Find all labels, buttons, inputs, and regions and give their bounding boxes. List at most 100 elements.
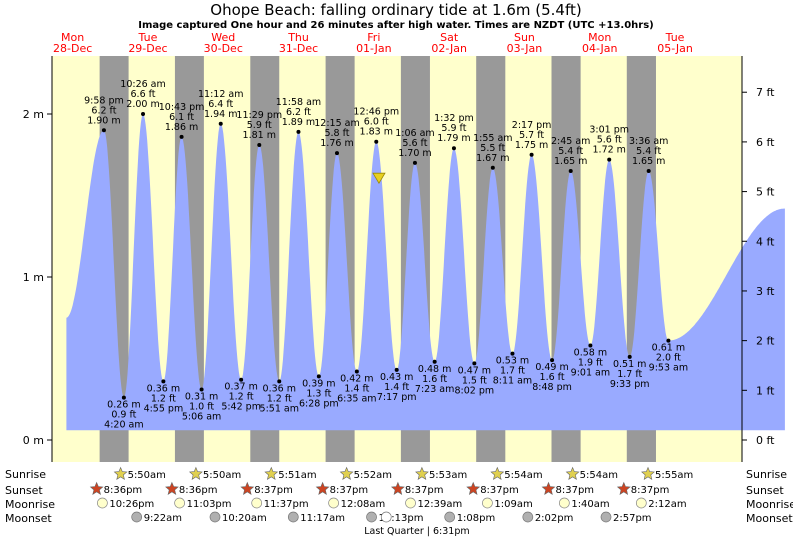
sunrise-icon xyxy=(641,466,655,480)
high-tide-label: 12:15 am xyxy=(314,118,359,129)
extreme-point xyxy=(121,395,126,400)
low-tide-label: 8:48 pm xyxy=(532,382,572,393)
low-tide-label: 9:33 pm xyxy=(610,379,650,390)
high-tide-label: 5.5 ft xyxy=(480,143,505,154)
low-tide-label: 5:06 am xyxy=(182,411,221,422)
extreme-point xyxy=(239,377,244,382)
day-date: 04-Jan xyxy=(582,42,618,55)
moonset-time: 9:22am xyxy=(144,513,182,524)
low-tide-label: 1.9 ft xyxy=(578,357,603,368)
extreme-point xyxy=(296,129,301,134)
high-tide-label: 3:01 pm xyxy=(589,125,629,136)
high-tide-label: 1.65 m xyxy=(554,156,587,167)
high-tide-label: 11:29 pm xyxy=(236,110,282,121)
sunset-icon xyxy=(616,481,631,495)
moonrise-time: 2:12am xyxy=(648,499,686,510)
extreme-point xyxy=(529,152,534,157)
extreme-point xyxy=(199,387,204,392)
moonrise-icon xyxy=(482,497,493,509)
right-axis-tick-label: 3 ft xyxy=(756,285,775,298)
sunrise-row-label-right: Sunrise xyxy=(746,468,787,481)
low-tide-label: 5:51 am xyxy=(260,403,299,414)
moonset-time: 10:20am xyxy=(222,513,267,524)
high-tide-label: 1.75 m xyxy=(515,140,548,151)
low-tide-label: 0.26 m xyxy=(107,400,140,411)
sunset-icon xyxy=(89,481,104,495)
low-tide-label: 0.31 m xyxy=(185,391,218,402)
extreme-point xyxy=(666,338,671,343)
extreme-point xyxy=(179,134,184,139)
low-tide-label: 0.39 m xyxy=(302,378,335,389)
sunrise-time: 5:55am xyxy=(655,470,693,481)
sunset-row-label-right: Sunset xyxy=(746,484,784,497)
high-tide-label: 1.65 m xyxy=(632,156,665,167)
right-axis-tick-label: 1 ft xyxy=(756,384,775,397)
low-tide-label: 1.4 ft xyxy=(344,384,369,395)
high-tide-label: 1.94 m xyxy=(204,109,237,120)
moonrise-time: 11:37pm xyxy=(264,499,309,510)
high-tide-label: 6.2 ft xyxy=(91,105,116,116)
extreme-point xyxy=(257,142,262,147)
sunrise-time: 5:54am xyxy=(504,470,542,481)
right-axis-tick-label: 5 ft xyxy=(756,186,775,199)
chart-title: Ohope Beach: falling ordinary tide at 1.… xyxy=(210,1,581,19)
low-tide-label: 0.36 m xyxy=(147,383,180,394)
high-tide-label: 1.67 m xyxy=(476,153,509,164)
high-tide-label: 6.6 ft xyxy=(131,89,156,100)
low-tide-label: 1.3 ft xyxy=(306,388,331,399)
high-tide-label: 11:12 am xyxy=(198,89,243,100)
extreme-point xyxy=(588,343,593,348)
extreme-point xyxy=(627,354,632,359)
moonset-icon xyxy=(522,511,534,523)
moonset-time: 12:13pm xyxy=(379,513,424,524)
moonrise-time: 1:40am xyxy=(571,499,609,510)
low-tide-label: 1.7 ft xyxy=(500,366,525,377)
low-tide-label: 4:20 am xyxy=(104,420,143,431)
high-tide-label: 6.0 ft xyxy=(364,117,389,128)
left-axis-tick-label: 1 m xyxy=(23,271,44,284)
low-tide-label: 1.6 ft xyxy=(540,372,565,383)
low-tide-label: 1.0 ft xyxy=(189,401,214,412)
extreme-labels: 9:58 pm6.2 ft1.90 m0.26 m0.9 ft4:20 am10… xyxy=(84,79,688,431)
day-name: Mon xyxy=(588,31,611,44)
low-tide-label: 8:02 pm xyxy=(455,385,495,396)
day-name: Fri xyxy=(367,31,380,44)
low-tide-label: 0.48 m xyxy=(418,364,451,375)
low-tide-label: 8:11 am xyxy=(493,376,532,387)
moonrise-icon xyxy=(558,497,570,509)
high-tide-label: 5.7 ft xyxy=(519,130,544,141)
sunset-icon xyxy=(466,481,481,495)
low-tide-label: 1.7 ft xyxy=(617,369,642,380)
low-tide-label: 1.4 ft xyxy=(384,382,409,393)
high-tide-label: 2.00 m xyxy=(126,99,159,110)
sunrise-icon xyxy=(113,466,128,480)
low-tide-label: 0.49 m xyxy=(535,362,568,373)
low-tide-label: 1.5 ft xyxy=(462,375,487,386)
left-axis-tick-label: 0 m xyxy=(23,434,44,447)
high-tide-label: 5.8 ft xyxy=(324,128,349,139)
day-name: Tue xyxy=(138,31,158,44)
moonrise-icon xyxy=(97,497,108,509)
sunset-icon xyxy=(390,481,405,495)
high-tide-label: 12:46 pm xyxy=(353,107,399,118)
current-level-triangle xyxy=(372,172,386,184)
high-tide-label: 5.9 ft xyxy=(247,120,272,131)
moonrise-time: 1:09am xyxy=(494,499,532,510)
high-tide-label: 3:36 am xyxy=(629,136,668,147)
extreme-point xyxy=(472,361,477,366)
sunset-time: 8:37pm xyxy=(405,485,444,496)
extreme-point xyxy=(510,351,515,356)
day-name: Thu xyxy=(287,31,309,44)
moonset-time: 2:02pm xyxy=(535,513,574,524)
sunrise-icon xyxy=(415,466,429,480)
moonrise-icon xyxy=(251,497,263,509)
low-tide-label: 7:17 pm xyxy=(377,392,417,403)
high-tide-label: 1.89 m xyxy=(282,117,315,128)
low-tide-label: 0.47 m xyxy=(458,365,491,376)
sunset-icon xyxy=(315,481,330,495)
extreme-point xyxy=(374,139,379,144)
low-tide-label: 6:28 pm xyxy=(299,398,339,409)
day-date: 30-Dec xyxy=(204,42,243,55)
moonrise-icon xyxy=(328,497,339,509)
sunset-icon xyxy=(165,481,179,495)
